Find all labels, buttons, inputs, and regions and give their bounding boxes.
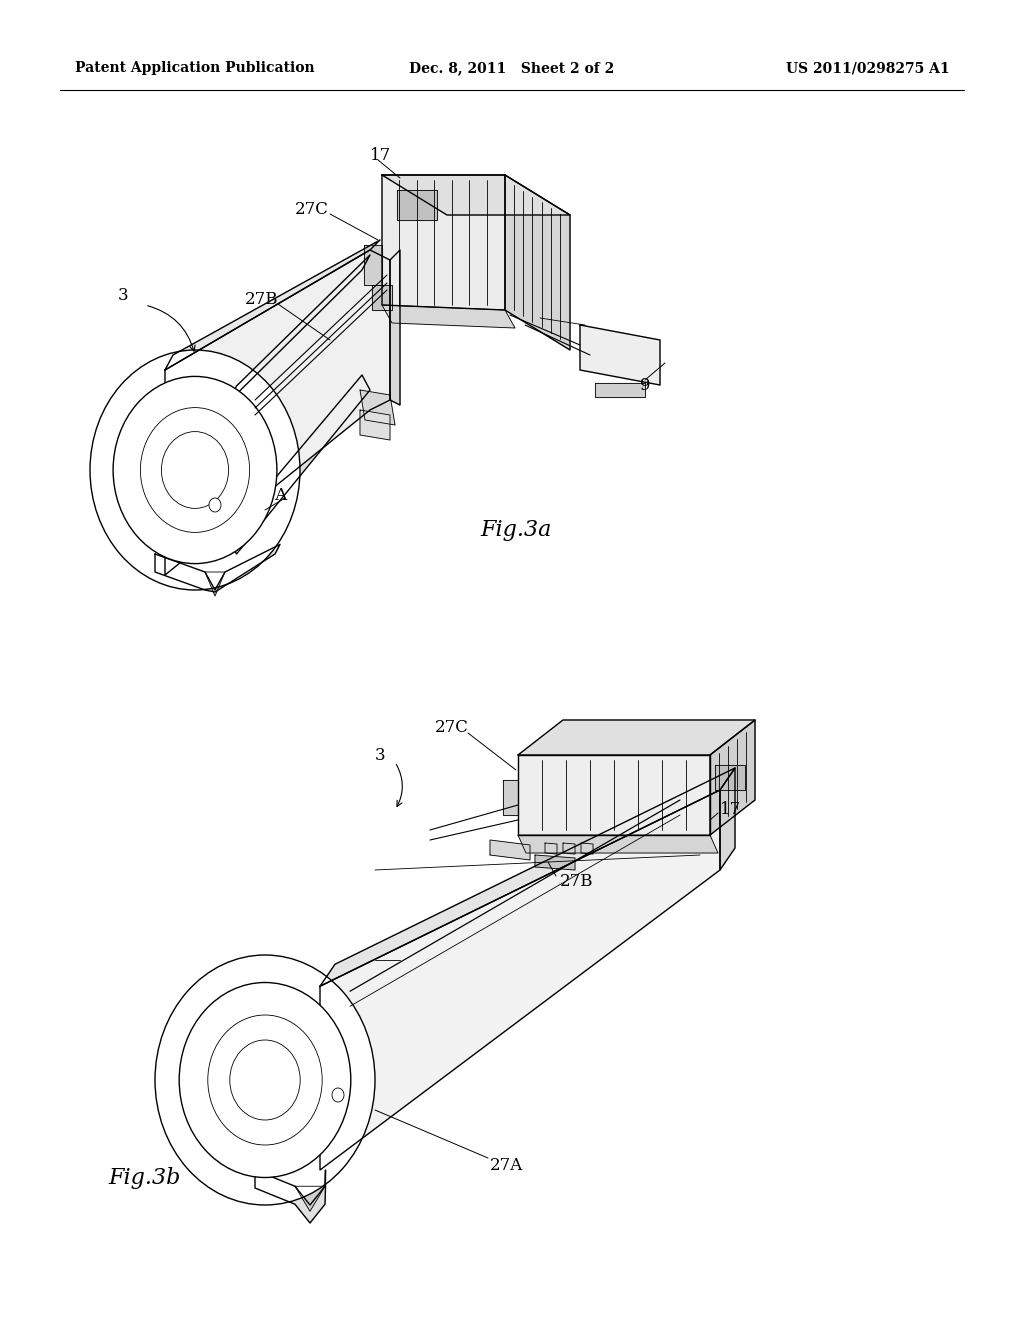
Polygon shape: [545, 843, 557, 854]
Polygon shape: [518, 719, 755, 755]
Text: Patent Application Publication: Patent Application Publication: [75, 61, 314, 75]
Ellipse shape: [332, 1088, 344, 1102]
Ellipse shape: [113, 376, 276, 564]
Text: 27A: 27A: [490, 1156, 523, 1173]
Text: US 2011/0298275 A1: US 2011/0298275 A1: [786, 61, 950, 75]
Polygon shape: [710, 719, 755, 836]
Polygon shape: [295, 1187, 325, 1212]
Polygon shape: [382, 176, 570, 215]
Ellipse shape: [179, 982, 351, 1177]
Polygon shape: [518, 755, 710, 836]
Text: 27C: 27C: [295, 202, 329, 219]
Polygon shape: [255, 1170, 326, 1224]
Polygon shape: [535, 855, 575, 870]
Polygon shape: [503, 780, 518, 814]
Polygon shape: [720, 768, 735, 870]
Polygon shape: [165, 240, 380, 370]
Polygon shape: [372, 285, 392, 310]
Text: 27C: 27C: [435, 719, 469, 737]
Text: 3: 3: [375, 747, 386, 763]
Text: 17: 17: [370, 147, 391, 164]
Text: Dec. 8, 2011   Sheet 2 of 2: Dec. 8, 2011 Sheet 2 of 2: [410, 61, 614, 75]
Text: 27A: 27A: [255, 487, 288, 503]
Polygon shape: [319, 789, 720, 1170]
Polygon shape: [382, 176, 505, 310]
Polygon shape: [360, 389, 395, 425]
Text: 17: 17: [720, 801, 741, 818]
Text: Fig.3a: Fig.3a: [480, 519, 551, 541]
Polygon shape: [397, 190, 437, 220]
Text: 27B: 27B: [245, 292, 279, 309]
Polygon shape: [563, 843, 575, 854]
Polygon shape: [155, 544, 280, 591]
Text: 27B: 27B: [560, 874, 594, 891]
Text: 9: 9: [640, 376, 650, 393]
Ellipse shape: [140, 408, 250, 532]
Polygon shape: [382, 305, 515, 327]
Ellipse shape: [162, 432, 228, 508]
Polygon shape: [518, 836, 718, 853]
Ellipse shape: [208, 1015, 323, 1144]
Ellipse shape: [90, 350, 300, 590]
Polygon shape: [205, 572, 225, 597]
Polygon shape: [319, 768, 735, 986]
Polygon shape: [580, 325, 660, 385]
Polygon shape: [226, 255, 370, 404]
Polygon shape: [226, 375, 370, 554]
Ellipse shape: [209, 498, 221, 512]
Polygon shape: [595, 383, 645, 397]
Polygon shape: [360, 411, 390, 440]
Polygon shape: [505, 176, 570, 350]
Polygon shape: [165, 249, 390, 576]
Polygon shape: [364, 246, 382, 285]
Text: 3: 3: [118, 286, 129, 304]
Polygon shape: [390, 249, 400, 405]
Text: Fig.3b: Fig.3b: [108, 1167, 180, 1189]
Ellipse shape: [155, 954, 375, 1205]
Ellipse shape: [229, 1040, 300, 1119]
Polygon shape: [715, 766, 745, 789]
Polygon shape: [581, 843, 593, 854]
Polygon shape: [490, 840, 530, 861]
